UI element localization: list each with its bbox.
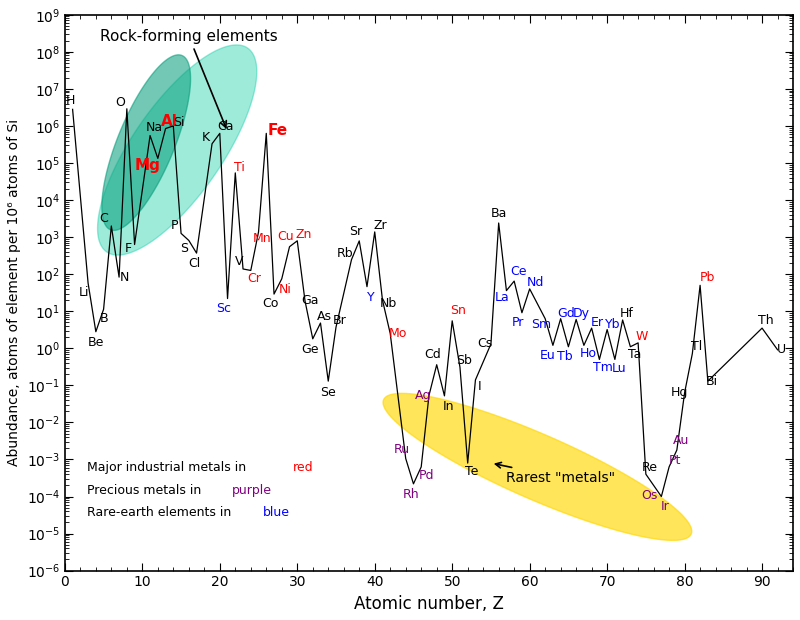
- Text: P: P: [171, 219, 178, 232]
- Text: Ru: Ru: [394, 443, 410, 456]
- Text: Y: Y: [367, 291, 374, 304]
- Text: Sn: Sn: [450, 304, 466, 317]
- Text: Dy: Dy: [573, 308, 590, 321]
- Text: In: In: [442, 400, 454, 413]
- Polygon shape: [383, 393, 692, 541]
- Text: Cr: Cr: [248, 272, 262, 285]
- Text: Sr: Sr: [349, 225, 362, 238]
- Text: Tb: Tb: [557, 350, 572, 363]
- Text: Bi: Bi: [706, 374, 718, 388]
- Text: Pt: Pt: [668, 454, 681, 467]
- Text: Major industrial metals in: Major industrial metals in: [86, 461, 250, 474]
- Text: Lu: Lu: [611, 362, 626, 375]
- Text: Pr: Pr: [512, 316, 524, 329]
- Text: Nb: Nb: [379, 297, 397, 310]
- Text: I: I: [478, 380, 481, 393]
- Text: Precious metals in: Precious metals in: [86, 484, 205, 497]
- Text: Sb: Sb: [456, 354, 472, 367]
- Text: Sm: Sm: [531, 317, 551, 330]
- Text: Se: Se: [320, 386, 336, 399]
- Text: Rare-earth elements in: Rare-earth elements in: [86, 506, 235, 519]
- Text: Ir: Ir: [661, 500, 670, 513]
- Text: Hf: Hf: [619, 307, 634, 320]
- Text: Cs: Cs: [477, 337, 492, 350]
- Text: red: red: [293, 461, 314, 474]
- Text: Ba: Ba: [490, 207, 507, 220]
- Text: Be: Be: [88, 336, 104, 349]
- Text: Fe: Fe: [268, 123, 288, 138]
- Y-axis label: Abundance, atoms of element per 10⁶ atoms of Si: Abundance, atoms of element per 10⁶ atom…: [7, 119, 21, 466]
- Text: C: C: [99, 212, 108, 225]
- Text: K: K: [202, 131, 210, 144]
- Text: Rock-forming elements: Rock-forming elements: [100, 29, 278, 127]
- Text: Ge: Ge: [302, 343, 319, 356]
- Text: blue: blue: [262, 506, 290, 519]
- Text: Al: Al: [161, 114, 178, 130]
- Text: U: U: [777, 343, 786, 356]
- Text: Zn: Zn: [295, 228, 312, 241]
- Text: Ca: Ca: [217, 120, 234, 133]
- Text: H: H: [66, 94, 75, 107]
- Text: W: W: [636, 330, 648, 343]
- Text: Re: Re: [642, 461, 658, 474]
- Text: Ni: Ni: [279, 283, 292, 296]
- Text: Na: Na: [146, 121, 162, 134]
- Text: Rb: Rb: [337, 247, 354, 260]
- Text: N: N: [120, 270, 129, 283]
- Text: F: F: [125, 242, 132, 255]
- Text: Nd: Nd: [526, 276, 544, 289]
- Text: Th: Th: [758, 314, 774, 327]
- Text: Os: Os: [642, 489, 658, 502]
- Text: Eu: Eu: [540, 349, 555, 362]
- Text: S: S: [180, 242, 188, 255]
- Text: Ho: Ho: [579, 347, 596, 360]
- Text: Cl: Cl: [188, 257, 200, 270]
- Text: Sc: Sc: [216, 303, 231, 316]
- Text: As: As: [317, 310, 332, 323]
- Polygon shape: [98, 45, 257, 255]
- Text: Cu: Cu: [278, 230, 294, 243]
- Text: Rh: Rh: [403, 488, 419, 501]
- X-axis label: Atomic number, Z: Atomic number, Z: [354, 595, 504, 613]
- Text: Mg: Mg: [135, 157, 161, 172]
- Text: O: O: [116, 95, 126, 108]
- Text: Si: Si: [173, 116, 185, 129]
- Text: Hg: Hg: [670, 386, 688, 399]
- Text: V: V: [235, 255, 243, 268]
- Text: Zr: Zr: [374, 219, 387, 232]
- Text: Br: Br: [333, 314, 346, 327]
- Text: Ta: Ta: [627, 348, 641, 361]
- Text: Er: Er: [590, 316, 603, 329]
- Text: Pb: Pb: [700, 272, 715, 285]
- Polygon shape: [102, 55, 190, 231]
- Text: Yb: Yb: [605, 317, 620, 330]
- Text: B: B: [99, 312, 108, 325]
- Text: Pd: Pd: [419, 469, 434, 482]
- Text: Mn: Mn: [253, 232, 272, 245]
- Text: Ga: Ga: [302, 294, 319, 308]
- Text: Mo: Mo: [389, 327, 407, 340]
- Text: Ag: Ag: [415, 389, 432, 402]
- Text: purple: purple: [232, 484, 272, 497]
- Text: Au: Au: [673, 434, 689, 447]
- Text: La: La: [495, 291, 510, 304]
- Text: Li: Li: [79, 286, 90, 299]
- Text: Tm: Tm: [594, 361, 613, 374]
- Text: Ti: Ti: [234, 161, 245, 174]
- Text: Ce: Ce: [510, 265, 526, 278]
- Text: Co: Co: [262, 297, 278, 310]
- Text: Gd: Gd: [557, 307, 575, 319]
- Text: Tl: Tl: [690, 340, 702, 353]
- Text: Te: Te: [465, 465, 478, 477]
- Text: Cd: Cd: [425, 348, 442, 361]
- Text: Rarest "metals": Rarest "metals": [495, 463, 615, 485]
